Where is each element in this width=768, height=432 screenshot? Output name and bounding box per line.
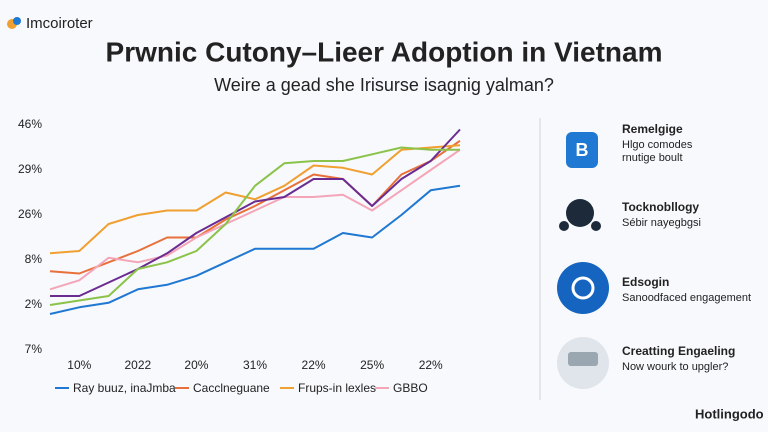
panel-icon-glyph: B (576, 140, 589, 160)
legend-label: Ray buuz, inaJmba (73, 381, 176, 395)
x-tick-label: 31% (243, 358, 267, 372)
line (50, 128, 461, 297)
panel-title: Tocknobllogy (622, 200, 699, 214)
y-tick-label: 2% (25, 297, 43, 311)
panel-title: Edsogin (622, 275, 669, 289)
panel-icon (559, 221, 569, 231)
y-tick-label: 8% (25, 252, 43, 266)
brand-icon (13, 17, 21, 25)
line (49, 144, 461, 255)
panel-text: Now wourk to upgler? (622, 361, 728, 373)
panel-icon (571, 276, 595, 300)
chart-title: Prwnic Cutony–Lieer Adoption in Vietnam (106, 36, 663, 67)
legend-label: GBBO (393, 381, 428, 395)
panel-text: rnutige boult (622, 152, 683, 164)
footer-brand: Hotlingodo (695, 406, 764, 421)
chart-subtitle: Weire a gead she Irisurse isagnig yalman… (214, 75, 554, 95)
panel-text: Hlgo comodes (622, 139, 693, 151)
x-tick-label: 22% (419, 358, 443, 372)
line (49, 146, 460, 306)
panel-icon (591, 221, 601, 231)
x-tick-label: 20% (184, 358, 208, 372)
y-tick-label: 46% (18, 117, 42, 131)
panel-title: Remelgige (622, 122, 683, 136)
line (49, 184, 461, 315)
x-tick-label: 22% (302, 358, 326, 372)
panel-icon (566, 199, 594, 227)
line (49, 148, 461, 291)
panel-text: Sanoodfaced engagement (622, 292, 751, 304)
plot: 7% 2% 8% 26% 29% 46% 10% 2022 20% 31% 22% 25% 22% Ray… (18, 117, 461, 395)
panel-icon (557, 262, 609, 314)
panel-text: Sébir nayegbgsi (622, 217, 701, 229)
brand: Imcoiroter (26, 15, 93, 32)
panel-title: Creatting Engaeling (622, 344, 735, 358)
panel-icon (568, 352, 598, 366)
y-tick-label: 29% (18, 162, 42, 176)
x-tick-label: 10% (67, 358, 91, 372)
x-tick-label: 25% (360, 358, 384, 372)
x-tick-label: 2022 (125, 358, 152, 372)
legend-label: Frups-in lexles (298, 381, 376, 395)
legend-label: Cacclneguane (193, 381, 270, 395)
y-tick-label: 7% (25, 342, 43, 356)
y-tick-label: 26% (18, 207, 42, 221)
panel-icon (566, 132, 598, 168)
